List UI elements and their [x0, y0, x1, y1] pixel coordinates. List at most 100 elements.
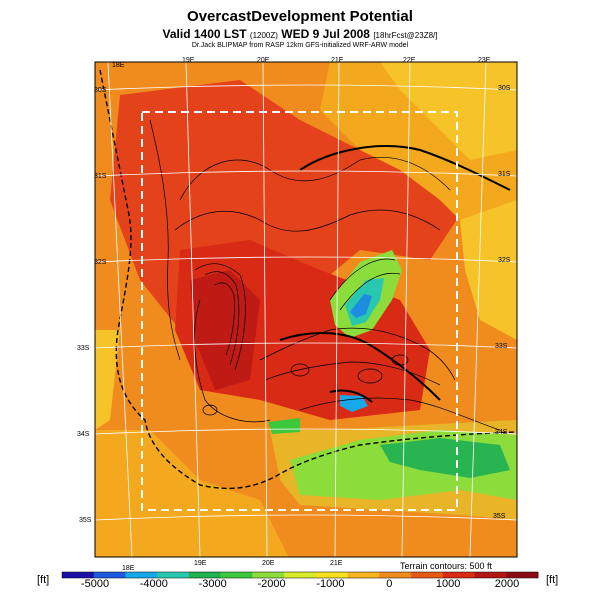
- contour-ring: [202, 404, 218, 416]
- colorbar-tick: 2000: [494, 578, 520, 590]
- colorbar-segment: [474, 572, 507, 578]
- graticule: [95, 62, 517, 557]
- valid-date: WED 9 Jul 2008: [281, 27, 370, 41]
- map-panel: [95, 62, 517, 557]
- colorbar-segment: [220, 572, 253, 578]
- right-lat-label: 32S: [498, 257, 511, 264]
- colorbar-segment: [125, 572, 158, 578]
- meridian-22e: [401, 62, 411, 557]
- right-lat-label: 35S: [493, 513, 506, 520]
- parallel-35s: [95, 514, 517, 521]
- colorbar-segment: [252, 572, 285, 578]
- colorbar-segment: [411, 572, 444, 578]
- colorbar-unit-right: [ft]: [546, 574, 559, 586]
- colorbar-segment: [157, 572, 190, 578]
- contour-ring: [290, 363, 310, 377]
- meridian-21e: [334, 62, 340, 557]
- chart-title: OvercastDevelopment Potential: [187, 8, 413, 25]
- bold-terrain-contours: [279, 145, 511, 403]
- colorbar-segment: [284, 572, 317, 578]
- valid-time: Valid 1400 LST: [162, 27, 247, 41]
- top-lon-label: 18E: [112, 62, 125, 69]
- parallel-33s: [95, 342, 517, 349]
- left-lat-label: 34S: [77, 431, 90, 438]
- colorbar-segment: [442, 572, 475, 578]
- fill-zone-green-small: [268, 418, 300, 434]
- colorbar-tick: 1000: [435, 578, 461, 590]
- contour-line: [149, 119, 181, 361]
- contour-line: [194, 263, 246, 371]
- map-labels: 18E 19E 20E 21E 22E 23E 18E 19E 20E 21E …: [77, 57, 511, 572]
- bold-contour-line: [329, 389, 373, 403]
- contour-line: [339, 272, 401, 311]
- top-lon-label: 22E: [403, 57, 416, 64]
- colorbar-unit-left: [ft]: [37, 574, 50, 586]
- fill-zone-yellow-east: [460, 200, 517, 340]
- colorbar-tick: 0: [386, 578, 393, 590]
- meridian-20e: [262, 62, 268, 557]
- fill-zone-dark-red: [190, 270, 260, 390]
- contour-line: [214, 282, 235, 356]
- parallel-31s: [95, 170, 517, 177]
- colorbar: [61, 571, 539, 579]
- contour-line: [174, 209, 441, 232]
- terrain-contours-note: Terrain contours: 500 ft: [400, 561, 493, 571]
- colorbar-segment: [93, 572, 126, 578]
- parallel-34s: [95, 428, 517, 435]
- contour-line: [204, 271, 240, 366]
- bold-contour-line: [299, 145, 511, 191]
- valid-time-line: Valid 1400 LST (1200Z) WED 9 Jul 2008 [1…: [0, 27, 600, 41]
- fill-zone-sea-sw: [95, 430, 289, 557]
- meridian-18e: [107, 62, 133, 557]
- colorbar-tick: -2000: [257, 578, 286, 590]
- colorbar-tick: -3000: [198, 578, 227, 590]
- forecast-info: [18hrFcst@23Z8/]: [373, 31, 438, 40]
- colorbar-border: [61, 571, 539, 579]
- right-lat-label: 34S: [495, 429, 508, 436]
- model-source: Dr.Jack BLIPMAP from RASP 12km GFS-initi…: [191, 42, 409, 49]
- bottom-lon-label: 20E: [262, 560, 275, 567]
- colorbar-segment: [315, 572, 348, 578]
- bottom-lon-label: 18E: [122, 565, 135, 572]
- contour-line: [329, 258, 396, 301]
- left-lat-label: 32S: [94, 259, 107, 266]
- contour-ring: [357, 368, 383, 384]
- colorbar-segment: [62, 572, 95, 578]
- fill-zone-blue-trough: [350, 294, 372, 318]
- colorbar-segment: [188, 572, 222, 578]
- top-lon-label: 20E: [257, 57, 270, 64]
- parallel-30s: [95, 84, 517, 91]
- fill-zone-green-dark: [380, 438, 510, 478]
- colorbar-segment: [347, 572, 380, 578]
- left-lat-label: 35S: [79, 517, 92, 524]
- contour-line: [264, 361, 441, 386]
- left-lat-label: 33S: [77, 345, 90, 352]
- terrain-contours: [149, 119, 501, 431]
- top-lon-label: 21E: [331, 57, 344, 64]
- colorbar-segment: [379, 572, 412, 578]
- top-lon-label: 19E: [182, 57, 195, 64]
- fill-zone-cyan-south: [340, 395, 368, 412]
- bottom-lon-label: 21E: [330, 560, 343, 567]
- inner-domain-box: [141, 111, 458, 511]
- fill-zone-sea-west: [95, 330, 120, 430]
- bold-contour-line: [279, 332, 441, 401]
- right-lat-label: 31S: [498, 171, 511, 178]
- valid-utc: (1200Z): [249, 31, 278, 40]
- colorbar-tick: -4000: [139, 578, 168, 590]
- map-frame: [94, 61, 518, 558]
- meridian-23e: [469, 62, 487, 557]
- contour-line: [194, 299, 271, 423]
- colorbar-tick: -1000: [316, 578, 345, 590]
- left-lat-label: 30S: [94, 87, 107, 94]
- bottom-lon-label: 19E: [194, 560, 207, 567]
- top-lon-label: 23E: [478, 57, 491, 64]
- coastline: [99, 69, 517, 490]
- contour-line: [259, 327, 456, 381]
- right-lat-label: 33S: [495, 343, 508, 350]
- contour-line: [179, 156, 451, 201]
- right-lat-label: 30S: [498, 85, 511, 92]
- colorbar-segment: [506, 572, 539, 578]
- meridian-19e: [185, 62, 201, 557]
